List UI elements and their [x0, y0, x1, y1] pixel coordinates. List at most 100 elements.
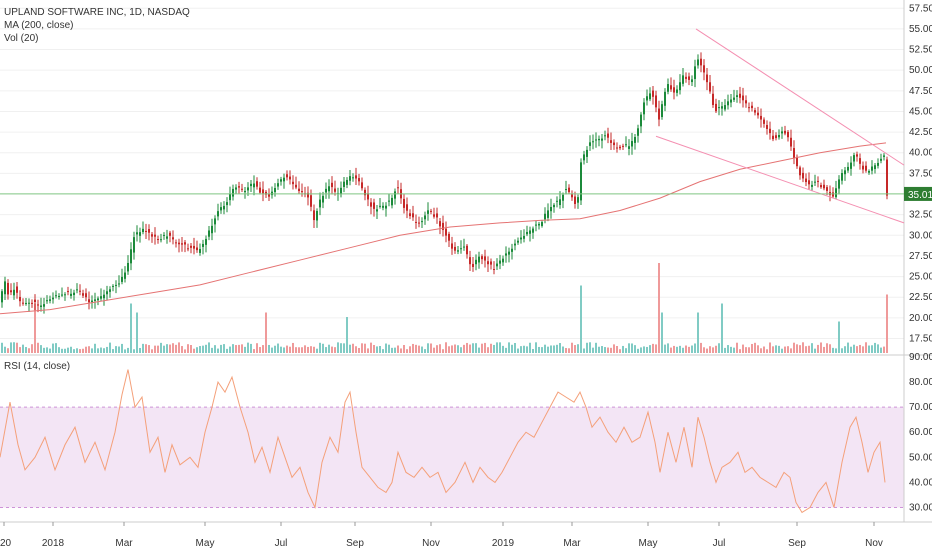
volume-bar: [829, 344, 831, 353]
volume-bar: [841, 348, 843, 353]
candle-body: [745, 100, 747, 104]
candle-body: [352, 177, 354, 179]
volume-bar: [238, 344, 240, 353]
candle-body: [595, 139, 597, 141]
volume-bar: [364, 343, 366, 353]
candle-body: [856, 154, 858, 157]
volume-bar: [628, 343, 630, 353]
volume-bar: [58, 347, 60, 353]
volume-bar: [847, 342, 849, 353]
candle-body: [679, 82, 681, 91]
volume-bar: [871, 345, 873, 353]
volume-bar: [37, 342, 39, 353]
candle-body: [79, 290, 81, 292]
volume-bar: [883, 346, 885, 353]
time-tick-label: Nov: [865, 538, 883, 549]
volume-bar: [751, 343, 753, 353]
volume-bar: [697, 312, 699, 353]
candle-body: [211, 225, 213, 234]
candle-body: [283, 177, 285, 182]
candle-body: [532, 228, 534, 233]
ma-legend[interactable]: MA (200, close): [4, 20, 74, 31]
volume-bar: [760, 348, 762, 353]
volume-bar: [361, 343, 363, 353]
volume-bar: [508, 342, 510, 353]
candle-body: [226, 202, 228, 206]
candle-body: [7, 282, 9, 295]
candle-body: [766, 124, 768, 129]
volume-bar: [505, 347, 507, 353]
candle-body: [13, 289, 15, 296]
volume-bar: [691, 345, 693, 353]
volume-bar: [865, 342, 867, 353]
candle-body: [487, 261, 489, 265]
time-tick-label: May: [639, 538, 658, 549]
candle-body: [316, 210, 318, 221]
candle-body: [319, 199, 321, 208]
volume-bar: [814, 348, 816, 353]
volume-bar: [838, 321, 840, 353]
candle-body: [46, 300, 48, 302]
volume-bar: [4, 346, 6, 353]
volume-bar: [310, 346, 312, 353]
volume-bar: [862, 346, 864, 353]
candle-body: [97, 298, 99, 301]
volume-bar: [586, 342, 588, 353]
volume-bar: [388, 344, 390, 353]
candle-body: [262, 189, 264, 194]
volume-bar: [406, 349, 408, 353]
volume-bar: [634, 345, 636, 353]
volume-bar: [544, 344, 546, 353]
volume-bar: [376, 346, 378, 353]
volume-bar: [427, 343, 429, 353]
rsi-tick-label: 30.00: [909, 502, 932, 513]
rsi-legend[interactable]: RSI (14, close): [4, 361, 71, 372]
volume-bar: [442, 349, 444, 353]
volume-legend[interactable]: Vol (20): [4, 33, 39, 44]
volume-bar: [775, 345, 777, 353]
volume-bar: [301, 347, 303, 353]
volume-bar: [844, 346, 846, 353]
candle-body: [832, 192, 834, 197]
volume-bar: [640, 347, 642, 353]
volume-bar: [70, 346, 72, 353]
volume-bar: [286, 345, 288, 353]
candle-body: [178, 242, 180, 245]
candle-body: [514, 243, 516, 246]
candle-body: [835, 188, 837, 198]
volume-bar: [340, 343, 342, 353]
candle-body: [124, 272, 126, 279]
candle-body: [433, 214, 435, 217]
candle-body: [724, 105, 726, 110]
volume-bar: [868, 345, 870, 353]
candle-body: [193, 245, 195, 249]
volume-bar: [565, 348, 567, 353]
volume-bar: [790, 348, 792, 353]
candle-body: [685, 76, 687, 79]
volume-bar: [28, 348, 30, 353]
candle-body: [577, 197, 579, 203]
candle-body: [217, 211, 219, 217]
volume-bar: [532, 349, 534, 353]
candle-body: [187, 248, 189, 250]
rsi-tick-label: 90.00: [909, 352, 932, 363]
volume-bar: [277, 343, 279, 353]
volume-bar: [493, 344, 495, 353]
volume-bar: [151, 349, 153, 353]
volume-bar: [820, 342, 822, 353]
candle-body: [82, 293, 84, 296]
price-tick-label: 45.00: [909, 106, 932, 117]
price-tick-label: 22.50: [909, 292, 932, 303]
candle-body: [163, 234, 165, 236]
volume-bar: [172, 343, 174, 353]
candle-body: [73, 292, 75, 296]
symbol-title[interactable]: UPLAND SOFTWARE INC, 1D, NASDAQ: [4, 7, 190, 18]
volume-bar: [685, 345, 687, 353]
candle-body: [265, 191, 267, 195]
volume-bar: [817, 344, 819, 353]
candle-body: [136, 232, 138, 235]
volume-bar: [241, 344, 243, 353]
volume-bar: [61, 348, 63, 353]
